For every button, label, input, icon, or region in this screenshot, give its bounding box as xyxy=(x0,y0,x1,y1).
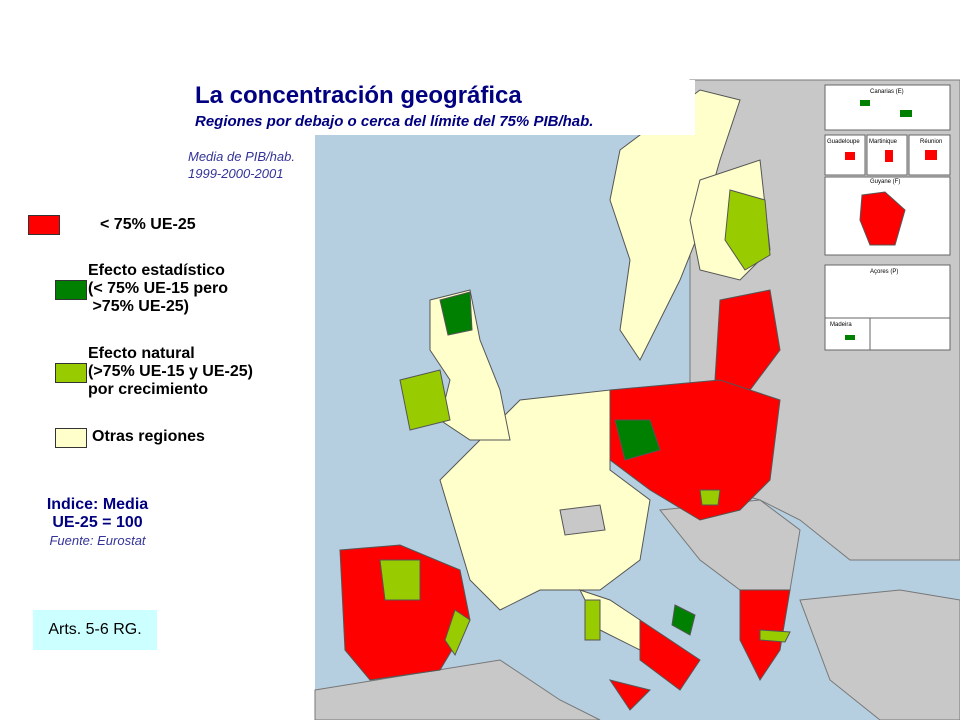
legend-label: Efecto estadístico xyxy=(88,262,225,279)
island xyxy=(845,152,855,160)
inset-label: Madeira xyxy=(830,322,852,328)
attica xyxy=(759,629,791,643)
prague xyxy=(614,419,661,461)
legend-label: Otras regiones xyxy=(92,428,205,445)
index-line: UE-25 = 100 xyxy=(52,514,143,531)
title-box xyxy=(190,80,695,135)
highlands xyxy=(439,291,473,336)
inset-label: Canarias (E) xyxy=(870,89,904,95)
turkey xyxy=(799,589,960,720)
legend-label: Efecto natural xyxy=(88,345,195,362)
legend-label: (< 75% UE-15 pero xyxy=(88,280,229,297)
italy-south xyxy=(639,619,701,691)
scandinavia xyxy=(609,89,741,361)
legend-label: >75% UE-25) xyxy=(88,298,189,315)
inset-label: Réunion xyxy=(920,139,942,145)
inset-box xyxy=(824,264,951,351)
finland-east xyxy=(724,189,771,271)
legend-swatch xyxy=(28,215,60,235)
western-europe xyxy=(439,389,651,611)
note: Media de PIB/hab. 1999-2000-2001 xyxy=(188,148,295,182)
molise xyxy=(671,604,696,636)
legend-label: (>75% UE-15 y UE-25) xyxy=(88,363,253,380)
central-east xyxy=(609,379,781,521)
africa xyxy=(314,659,601,720)
index-line: Indice: Media xyxy=(46,496,149,513)
baltics xyxy=(714,289,781,391)
guyane xyxy=(859,191,906,246)
articles: Arts. 5-6 RG. xyxy=(33,610,157,650)
valencia xyxy=(444,609,471,657)
inset-label: Guadeloupe xyxy=(827,139,860,145)
legend-label: < 75% UE-25 xyxy=(100,216,196,233)
inset-box xyxy=(824,84,951,131)
castilla xyxy=(379,559,421,601)
island xyxy=(925,150,937,160)
ireland xyxy=(399,369,451,431)
island xyxy=(900,110,912,117)
title: La concentración geográfica xyxy=(195,82,522,109)
inset-label: Açores (P) xyxy=(870,269,898,275)
island xyxy=(845,335,855,340)
note-line: Media de PIB/hab. xyxy=(188,149,295,164)
legend-swatch xyxy=(55,280,87,300)
inset-label: Martinique xyxy=(869,139,898,145)
inset-label: Guyane (F) xyxy=(870,179,900,185)
subtitle: Regiones por debajo o cerca del límite d… xyxy=(195,113,594,130)
legend-swatch xyxy=(55,428,87,448)
switzerland xyxy=(559,504,606,536)
island xyxy=(885,150,893,162)
index: Indice: Media UE-25 = 100 Fuente: Eurostat xyxy=(30,496,165,550)
note-line: 1999-2000-2001 xyxy=(188,166,284,181)
sardinia xyxy=(584,599,601,641)
legend-label: por crecimiento xyxy=(88,381,209,398)
budapest xyxy=(699,489,721,506)
sicily xyxy=(608,679,651,711)
source: Fuente: Eurostat xyxy=(49,533,146,548)
legend-swatch xyxy=(55,363,87,383)
island xyxy=(860,100,870,106)
